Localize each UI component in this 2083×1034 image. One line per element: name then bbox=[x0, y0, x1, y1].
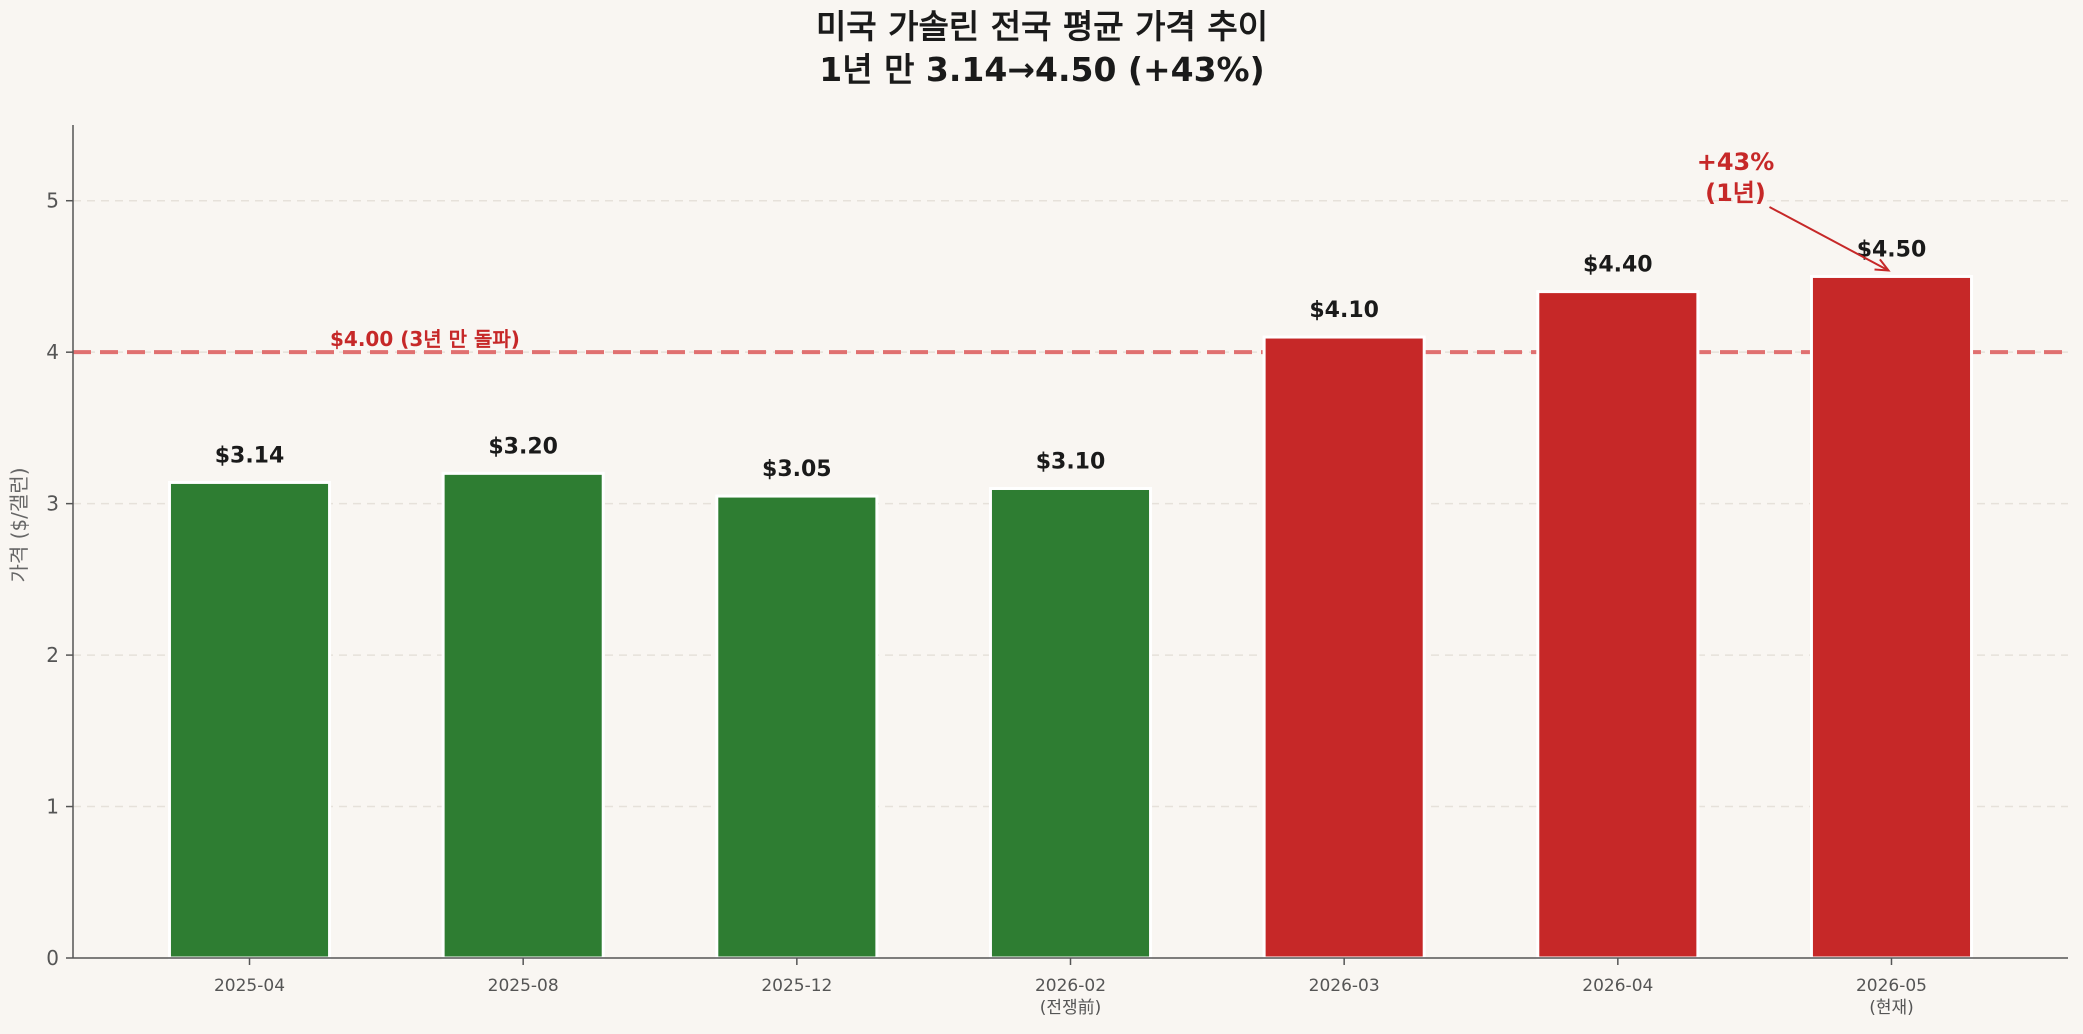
bar bbox=[167, 480, 332, 960]
x-tick-label-line: (현재) bbox=[1869, 998, 1914, 1018]
x-tick-label: 2025-04 bbox=[214, 976, 285, 996]
annotation-label-line: +43% bbox=[1697, 148, 1775, 176]
bars bbox=[167, 274, 1974, 960]
bar bbox=[1809, 274, 1974, 960]
y-axis-label: 가격 ($/갤런) bbox=[7, 467, 31, 582]
annotation-label-line: (1년) bbox=[1705, 179, 1766, 207]
y-tick-label: 3 bbox=[46, 492, 59, 516]
y-tick-label: 1 bbox=[46, 795, 59, 819]
x-tick-label-line: 2026-02 bbox=[1035, 976, 1106, 996]
x-tick-label: 2026-02 (전쟁前) bbox=[1035, 976, 1106, 1018]
x-tick-label-line: 2026-05 bbox=[1856, 976, 1927, 996]
bar-value-label: $3.05 bbox=[762, 457, 832, 482]
x-tick-label-line: (전쟁前) bbox=[1040, 998, 1102, 1018]
bar-value-label: $4.50 bbox=[1857, 237, 1927, 262]
bar bbox=[1262, 335, 1426, 960]
x-tick-label-line: 2025-08 bbox=[488, 976, 559, 996]
annotation: +43% (1년) bbox=[1697, 148, 1891, 272]
reference-line-label: $4.00 (3년 만 돌파) bbox=[330, 327, 520, 351]
chart-title-line-2: 1년 만 3.14→4.50 (+43%) bbox=[819, 50, 1264, 89]
x-tick-label-line: 2026-03 bbox=[1309, 976, 1380, 996]
bar-value-label: $3.14 bbox=[215, 443, 285, 468]
x-tick-label-line: 2025-04 bbox=[214, 976, 285, 996]
x-tick-label: 2026-03 bbox=[1309, 976, 1380, 996]
bar bbox=[988, 486, 1153, 960]
value-labels: $3.14 $3.20 $3.05 $3.10 $4.10 $4.40 $4.50 bbox=[215, 237, 1927, 482]
x-tick-label-line: 2025-12 bbox=[761, 976, 832, 996]
bar bbox=[441, 471, 605, 960]
chart-title: 미국 가솔린 전국 평균 가격 추이 1년 만 3.14→4.50 (+43%) bbox=[816, 7, 1268, 89]
annotation-arrow-head bbox=[1874, 258, 1891, 272]
x-tick-label: 2026-04 bbox=[1582, 976, 1653, 996]
bar-value-label: $3.20 bbox=[488, 434, 558, 459]
y-tick-label: 5 bbox=[46, 189, 59, 213]
bar-value-label: $4.40 bbox=[1583, 253, 1653, 278]
chart-title-line-1: 미국 가솔린 전국 평균 가격 추이 bbox=[816, 7, 1268, 46]
bar bbox=[1536, 290, 1700, 960]
x-tick-label: 2026-05 (현재) bbox=[1856, 976, 1927, 1018]
x-tick-label-line: 2026-04 bbox=[1582, 976, 1653, 996]
annotation-label: +43% (1년) bbox=[1697, 148, 1775, 207]
bar bbox=[715, 494, 879, 960]
bar-value-label: $3.10 bbox=[1036, 449, 1106, 474]
reference-line-group: $4.00 (3년 만 돌파) bbox=[73, 327, 2068, 355]
y-tick-label: 4 bbox=[46, 340, 59, 364]
x-tick-label: 2025-12 bbox=[761, 976, 832, 996]
y-tick-label: 2 bbox=[46, 643, 59, 667]
annotation-arrow-line bbox=[1769, 206, 1889, 272]
y-tick-label: 0 bbox=[46, 946, 59, 970]
bar-value-label: $4.10 bbox=[1309, 298, 1379, 323]
x-tick-label: 2025-08 bbox=[488, 976, 559, 996]
